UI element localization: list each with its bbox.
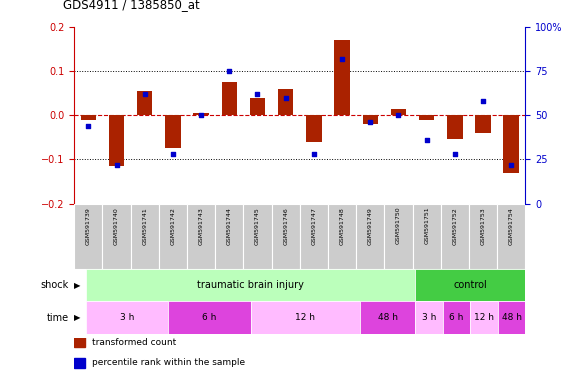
Point xyxy=(253,91,262,97)
Bar xyxy=(243,204,272,269)
Point xyxy=(196,112,206,118)
Bar xyxy=(413,204,441,269)
Text: GSM591753: GSM591753 xyxy=(481,207,485,245)
Text: GSM591749: GSM591749 xyxy=(368,207,373,245)
Bar xyxy=(360,301,416,334)
Point xyxy=(168,151,178,157)
Bar xyxy=(165,115,180,148)
Point xyxy=(365,119,375,125)
Bar xyxy=(215,204,243,269)
Point xyxy=(112,162,121,168)
Text: 48 h: 48 h xyxy=(378,313,398,322)
Bar xyxy=(416,301,443,334)
Bar xyxy=(137,91,152,115)
Text: transformed count: transformed count xyxy=(91,338,176,347)
Bar xyxy=(443,301,471,334)
Text: GSM591742: GSM591742 xyxy=(170,207,175,245)
Bar xyxy=(86,301,168,334)
Text: GSM591739: GSM591739 xyxy=(86,207,91,245)
Text: GSM591754: GSM591754 xyxy=(509,207,514,245)
Point xyxy=(84,123,93,129)
Point xyxy=(422,137,431,143)
Text: 3 h: 3 h xyxy=(422,313,436,322)
Bar xyxy=(168,301,251,334)
Text: GSM591740: GSM591740 xyxy=(114,207,119,245)
Text: GSM591751: GSM591751 xyxy=(424,207,429,244)
Bar xyxy=(74,337,85,347)
Point xyxy=(337,56,347,62)
Bar xyxy=(250,98,266,115)
Bar xyxy=(272,204,300,269)
Bar xyxy=(416,269,525,301)
Text: traumatic brain injury: traumatic brain injury xyxy=(197,280,304,290)
Text: GSM591745: GSM591745 xyxy=(255,207,260,245)
Point xyxy=(394,112,403,118)
Bar xyxy=(81,115,96,120)
Text: 12 h: 12 h xyxy=(474,313,494,322)
Bar xyxy=(497,204,525,269)
Text: GSM591746: GSM591746 xyxy=(283,207,288,245)
Point xyxy=(140,91,149,97)
Text: GSM591752: GSM591752 xyxy=(452,207,457,245)
Point xyxy=(309,151,319,157)
Bar xyxy=(334,40,350,115)
Bar xyxy=(187,204,215,269)
Bar xyxy=(328,204,356,269)
Bar xyxy=(419,115,435,120)
Bar xyxy=(306,115,321,142)
Bar xyxy=(131,204,159,269)
Text: 3 h: 3 h xyxy=(120,313,134,322)
Bar xyxy=(498,301,525,334)
Text: percentile rank within the sample: percentile rank within the sample xyxy=(91,358,245,367)
Bar xyxy=(471,301,498,334)
Text: GSM591741: GSM591741 xyxy=(142,207,147,245)
Text: GSM591750: GSM591750 xyxy=(396,207,401,244)
Point xyxy=(225,68,234,74)
Bar xyxy=(391,109,406,115)
Text: GSM591743: GSM591743 xyxy=(199,207,204,245)
Bar xyxy=(475,115,491,133)
Text: GSM591744: GSM591744 xyxy=(227,207,232,245)
Point xyxy=(506,162,516,168)
Text: GDS4911 / 1385850_at: GDS4911 / 1385850_at xyxy=(63,0,199,12)
Bar xyxy=(300,204,328,269)
Bar xyxy=(74,204,102,269)
Bar xyxy=(74,358,85,368)
Text: 48 h: 48 h xyxy=(501,313,521,322)
Bar xyxy=(194,113,209,115)
Bar xyxy=(251,301,360,334)
Bar xyxy=(441,204,469,269)
Bar xyxy=(504,115,519,173)
Text: 6 h: 6 h xyxy=(449,313,464,322)
Bar xyxy=(363,115,378,124)
Bar xyxy=(356,204,384,269)
Text: 6 h: 6 h xyxy=(202,313,216,322)
Text: ▶: ▶ xyxy=(74,313,81,322)
Bar xyxy=(108,115,124,166)
Bar xyxy=(102,204,131,269)
Point xyxy=(451,151,460,157)
Bar xyxy=(222,82,237,115)
Text: time: time xyxy=(46,313,69,323)
Point xyxy=(478,98,488,104)
Bar xyxy=(278,89,293,115)
Bar xyxy=(469,204,497,269)
Bar xyxy=(159,204,187,269)
Bar xyxy=(384,204,413,269)
Text: ▶: ▶ xyxy=(74,281,81,290)
Text: shock: shock xyxy=(41,280,69,290)
Bar xyxy=(447,115,463,139)
Text: control: control xyxy=(453,280,487,290)
Text: 12 h: 12 h xyxy=(295,313,316,322)
Point xyxy=(281,94,290,101)
Text: GSM591748: GSM591748 xyxy=(340,207,344,245)
Text: GSM591747: GSM591747 xyxy=(311,207,316,245)
Bar xyxy=(86,269,416,301)
